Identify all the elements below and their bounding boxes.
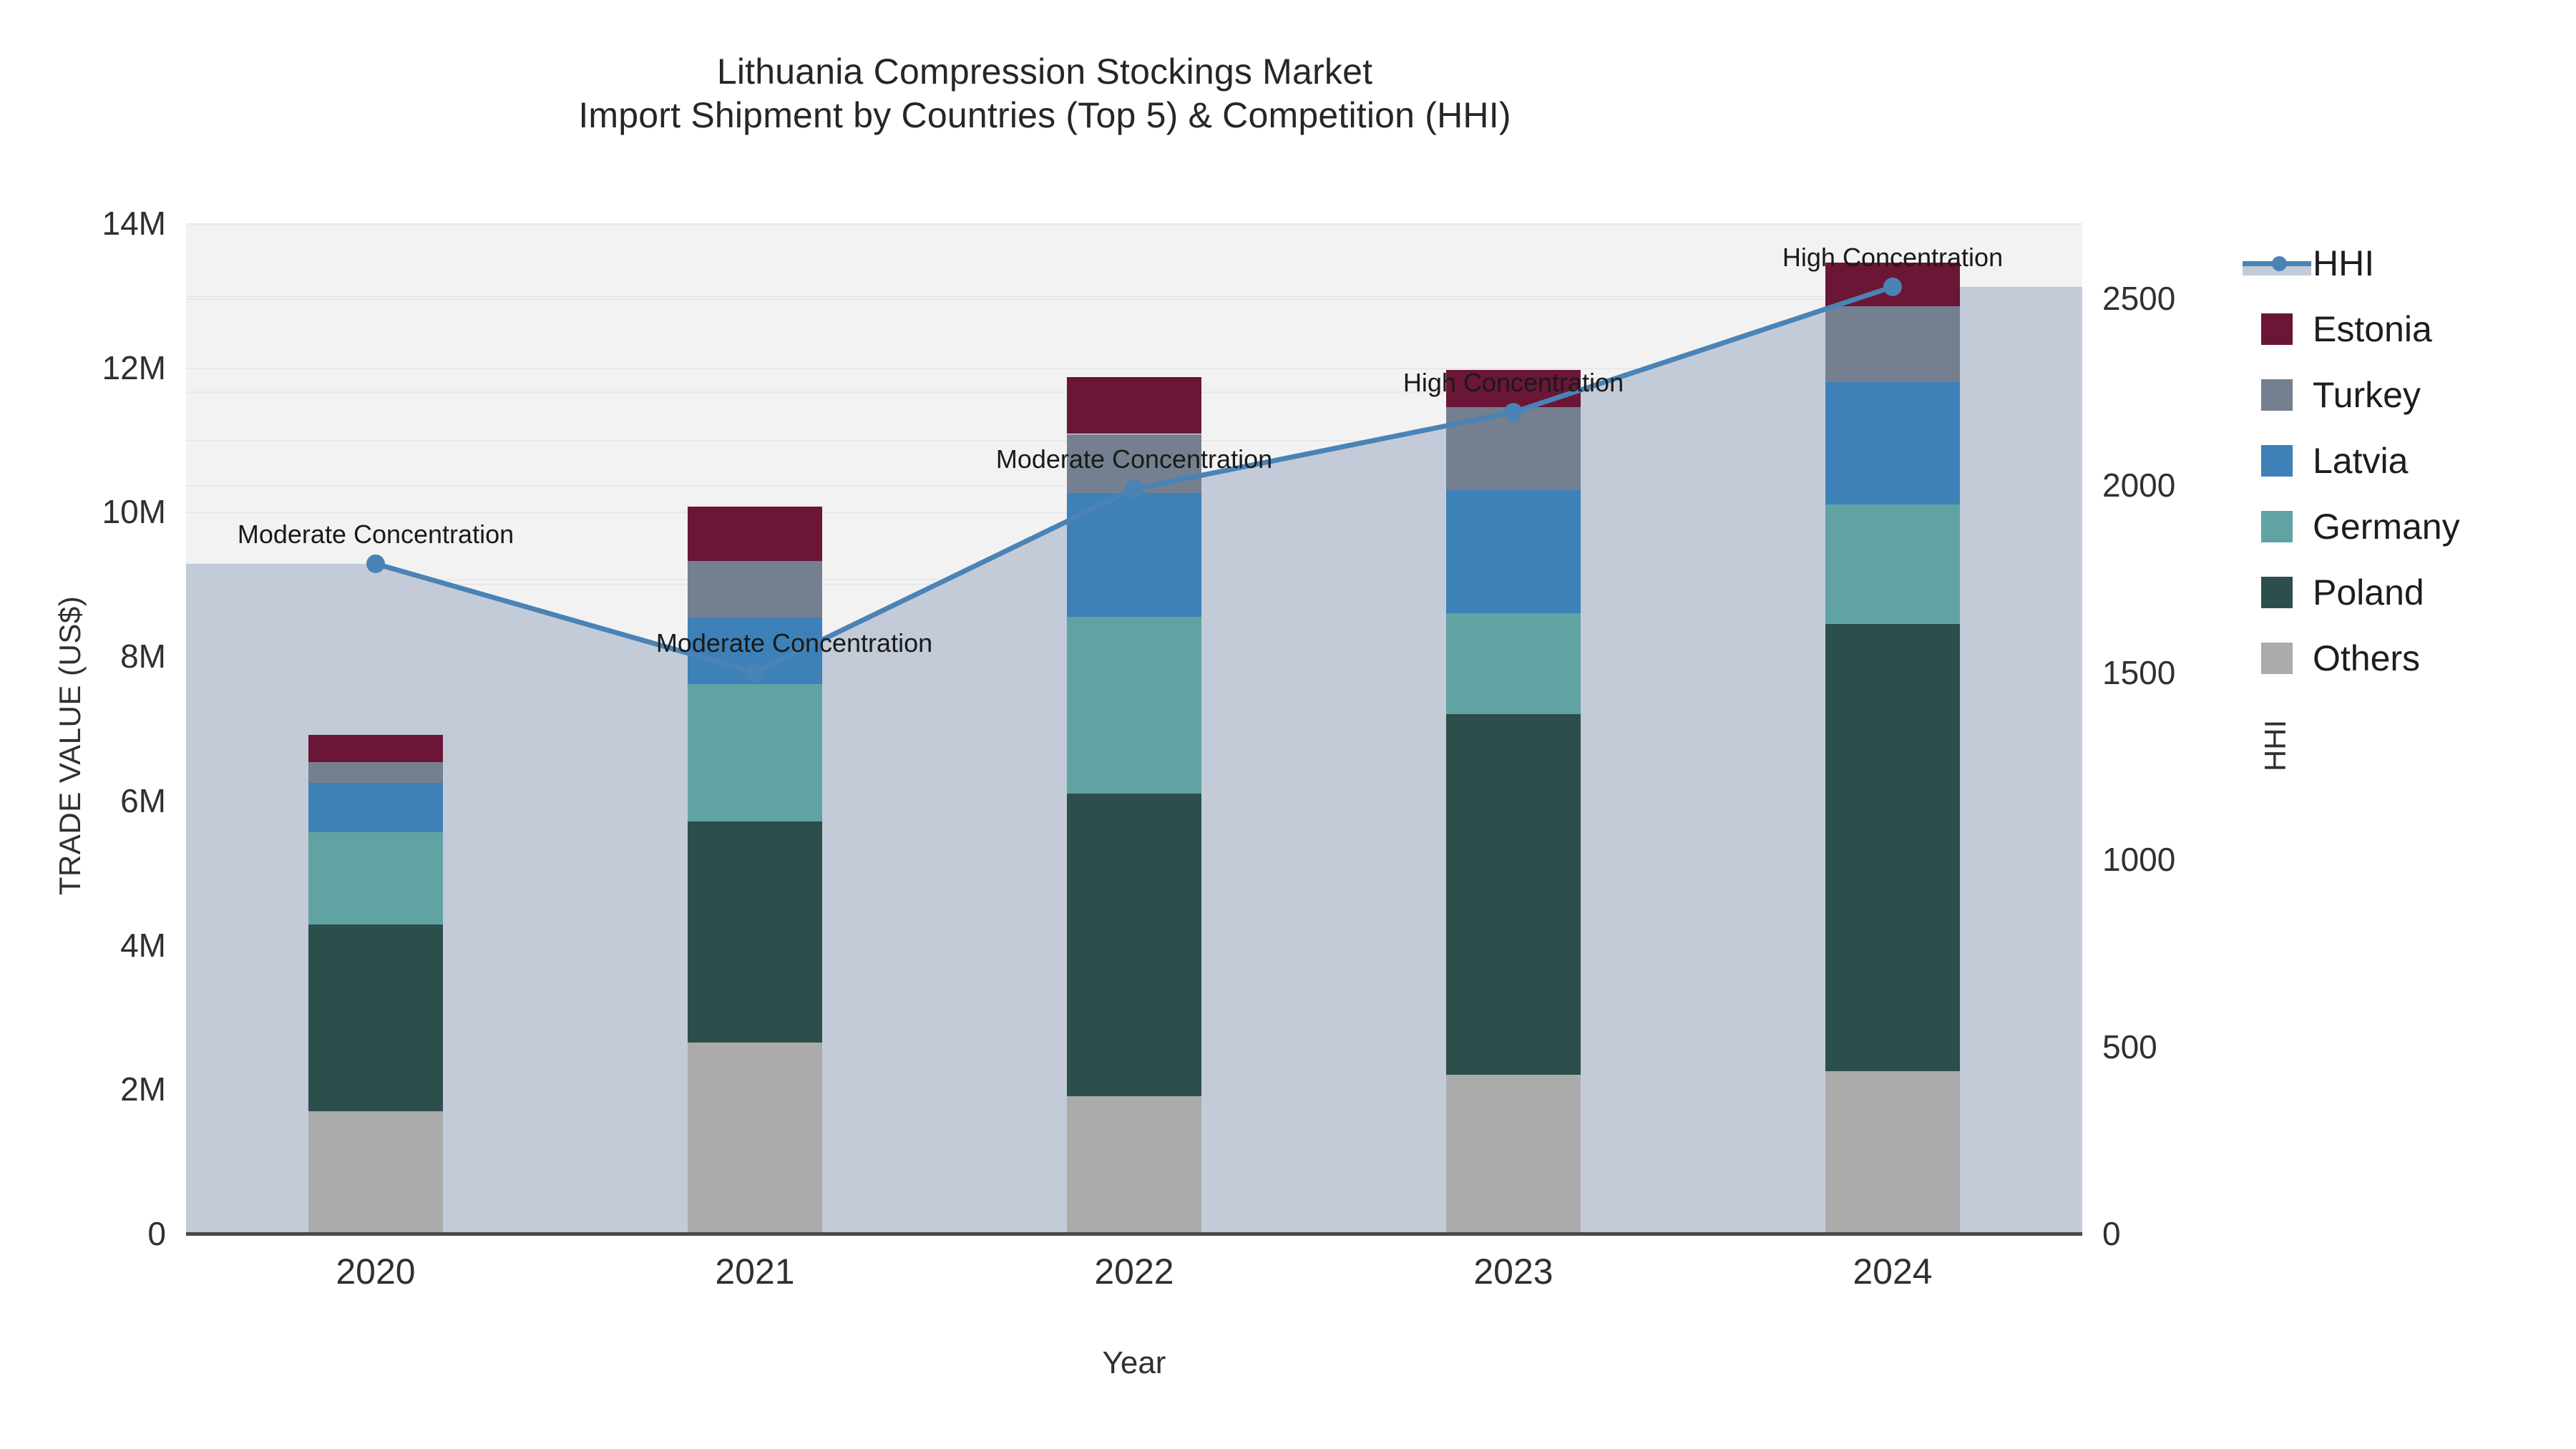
legend-item-turkey[interactable]: Turkey (2261, 362, 2569, 428)
bar-segment[interactable] (308, 735, 443, 763)
y-axis-right-tick-label: 1000 (2102, 841, 2176, 879)
x-axis-tick-label: 2022 (1094, 1252, 1174, 1292)
hhi-line-svg (366, 277, 1902, 682)
y-axis-left-title: TRADE VALUE (US$) (53, 595, 87, 896)
legend-label: Latvia (2313, 441, 2409, 481)
bar-segment[interactable] (688, 821, 822, 1043)
bar-segment[interactable] (308, 924, 443, 1111)
bar-segment[interactable] (1067, 493, 1201, 617)
y-axis-left-tick-label: 12M (102, 348, 166, 386)
legend-swatch-icon (2261, 445, 2293, 477)
y-axis-right-tick-label: 0 (2102, 1215, 2121, 1252)
x-axis-tick-label: 2020 (336, 1252, 416, 1292)
bar-segment[interactable] (1067, 1096, 1201, 1234)
chart-title-line-1: Lithuania Compression Stockings Market (716, 52, 1373, 92)
legend-item-hhi[interactable]: HHI (2243, 230, 2569, 296)
bar-group[interactable] (1067, 223, 1201, 1234)
gridline (186, 223, 2082, 225)
bar-segment[interactable] (1825, 504, 1960, 624)
legend-swatch-icon (2261, 379, 2293, 411)
legend-item-estonia[interactable]: Estonia (2261, 296, 2569, 362)
hhi-annotation: Moderate Concentration (655, 628, 933, 658)
hhi-data-point[interactable] (1125, 479, 1143, 499)
bar-segment[interactable] (1825, 623, 1960, 1072)
hhi-data-point[interactable] (1883, 277, 1902, 296)
legend-label: Others (2313, 638, 2421, 678)
x-axis-tick-label: 2021 (715, 1252, 795, 1292)
y-axis-right-tick-label: 2500 (2102, 279, 2176, 317)
x-axis-tick-label: 2023 (1473, 1252, 1553, 1292)
legend-item-latvia[interactable]: Latvia (2261, 428, 2569, 494)
bar-segment[interactable] (308, 762, 443, 783)
bar-segment[interactable] (1067, 793, 1201, 1097)
bar-segment[interactable] (1446, 369, 1581, 408)
chart-title: Lithuania Compression Stockings Market I… (0, 50, 2089, 137)
bar-segment[interactable] (1446, 1075, 1581, 1234)
bar-segment[interactable] (1825, 381, 1960, 505)
x-axis-line (186, 1232, 2082, 1236)
y-axis-right-tick-label: 500 (2102, 1028, 2157, 1065)
bar-segment[interactable] (1446, 490, 1581, 613)
chart-legend: HHI Estonia Turkey Latvia Germany Poland Other… (2243, 230, 2569, 691)
y-axis-left-tick-label: 2M (120, 1070, 166, 1108)
bar-segment[interactable] (688, 507, 822, 561)
hhi-annotation: High Concentration (1782, 242, 2004, 272)
bar-segment[interactable] (1446, 613, 1581, 714)
legend-label: Germany (2313, 507, 2460, 547)
legend-swatch-icon (2261, 577, 2293, 608)
chart-title-line-2: Import Shipment by Countries (Top 5) & C… (578, 95, 1511, 135)
hhi-data-point[interactable] (1504, 403, 1523, 422)
y-axis-left-tick-label: 6M (120, 781, 166, 819)
x-axis-tick-label: 2024 (1853, 1252, 1933, 1292)
bar-segment[interactable] (1825, 306, 1960, 382)
bar-segment[interactable] (688, 1042, 822, 1234)
bar-segment[interactable] (308, 1111, 443, 1234)
y-axis-left-tick-label: 14M (102, 205, 166, 242)
hhi-data-point[interactable] (366, 554, 385, 573)
legend-swatch-icon (2261, 511, 2293, 542)
bar-segment[interactable] (1067, 616, 1201, 794)
hhi-data-point[interactable] (746, 663, 764, 682)
bar-group[interactable] (308, 223, 443, 1234)
bar-group[interactable] (1446, 223, 1581, 1234)
legend-label: Turkey (2313, 375, 2421, 415)
bar-segment[interactable] (1825, 1071, 1960, 1234)
y-axis-left-tick-label: 0 (147, 1215, 166, 1252)
hhi-annotation: Moderate Concentration (995, 444, 1273, 474)
legend-swatch-icon (2261, 313, 2293, 345)
bar-segment[interactable] (1067, 376, 1201, 434)
legend-item-others[interactable]: Others (2261, 625, 2569, 691)
hhi-annotation: Moderate Concentration (237, 519, 514, 549)
legend-label: HHI (2313, 243, 2375, 283)
plot-area (186, 223, 2082, 1235)
legend-line-dot-icon (2272, 256, 2287, 271)
bar-segment[interactable] (688, 684, 822, 822)
bar-segment[interactable] (308, 832, 443, 925)
legend-line-marker-icon (2243, 247, 2311, 280)
y-axis-right-tick-label: 2000 (2102, 467, 2176, 504)
legend-item-poland[interactable]: Poland (2261, 560, 2569, 625)
bar-segment[interactable] (1446, 713, 1581, 1075)
y-axis-left-tick-label: 8M (120, 638, 166, 675)
bar-segment[interactable] (308, 782, 443, 833)
legend-item-germany[interactable]: Germany (2261, 494, 2569, 560)
x-axis-title: Year (1102, 1345, 1166, 1380)
legend-label: Poland (2313, 572, 2424, 613)
legend-swatch-icon (2261, 643, 2293, 674)
bar-segment[interactable] (688, 561, 822, 618)
legend-label: Estonia (2313, 309, 2432, 349)
hhi-annotation: High Concentration (1402, 368, 1624, 398)
y-axis-left-tick-label: 10M (102, 493, 166, 531)
y-axis-left-tick-label: 4M (120, 926, 166, 964)
bar-group[interactable] (1825, 223, 1960, 1234)
y-axis-right-tick-label: 1500 (2102, 653, 2176, 691)
